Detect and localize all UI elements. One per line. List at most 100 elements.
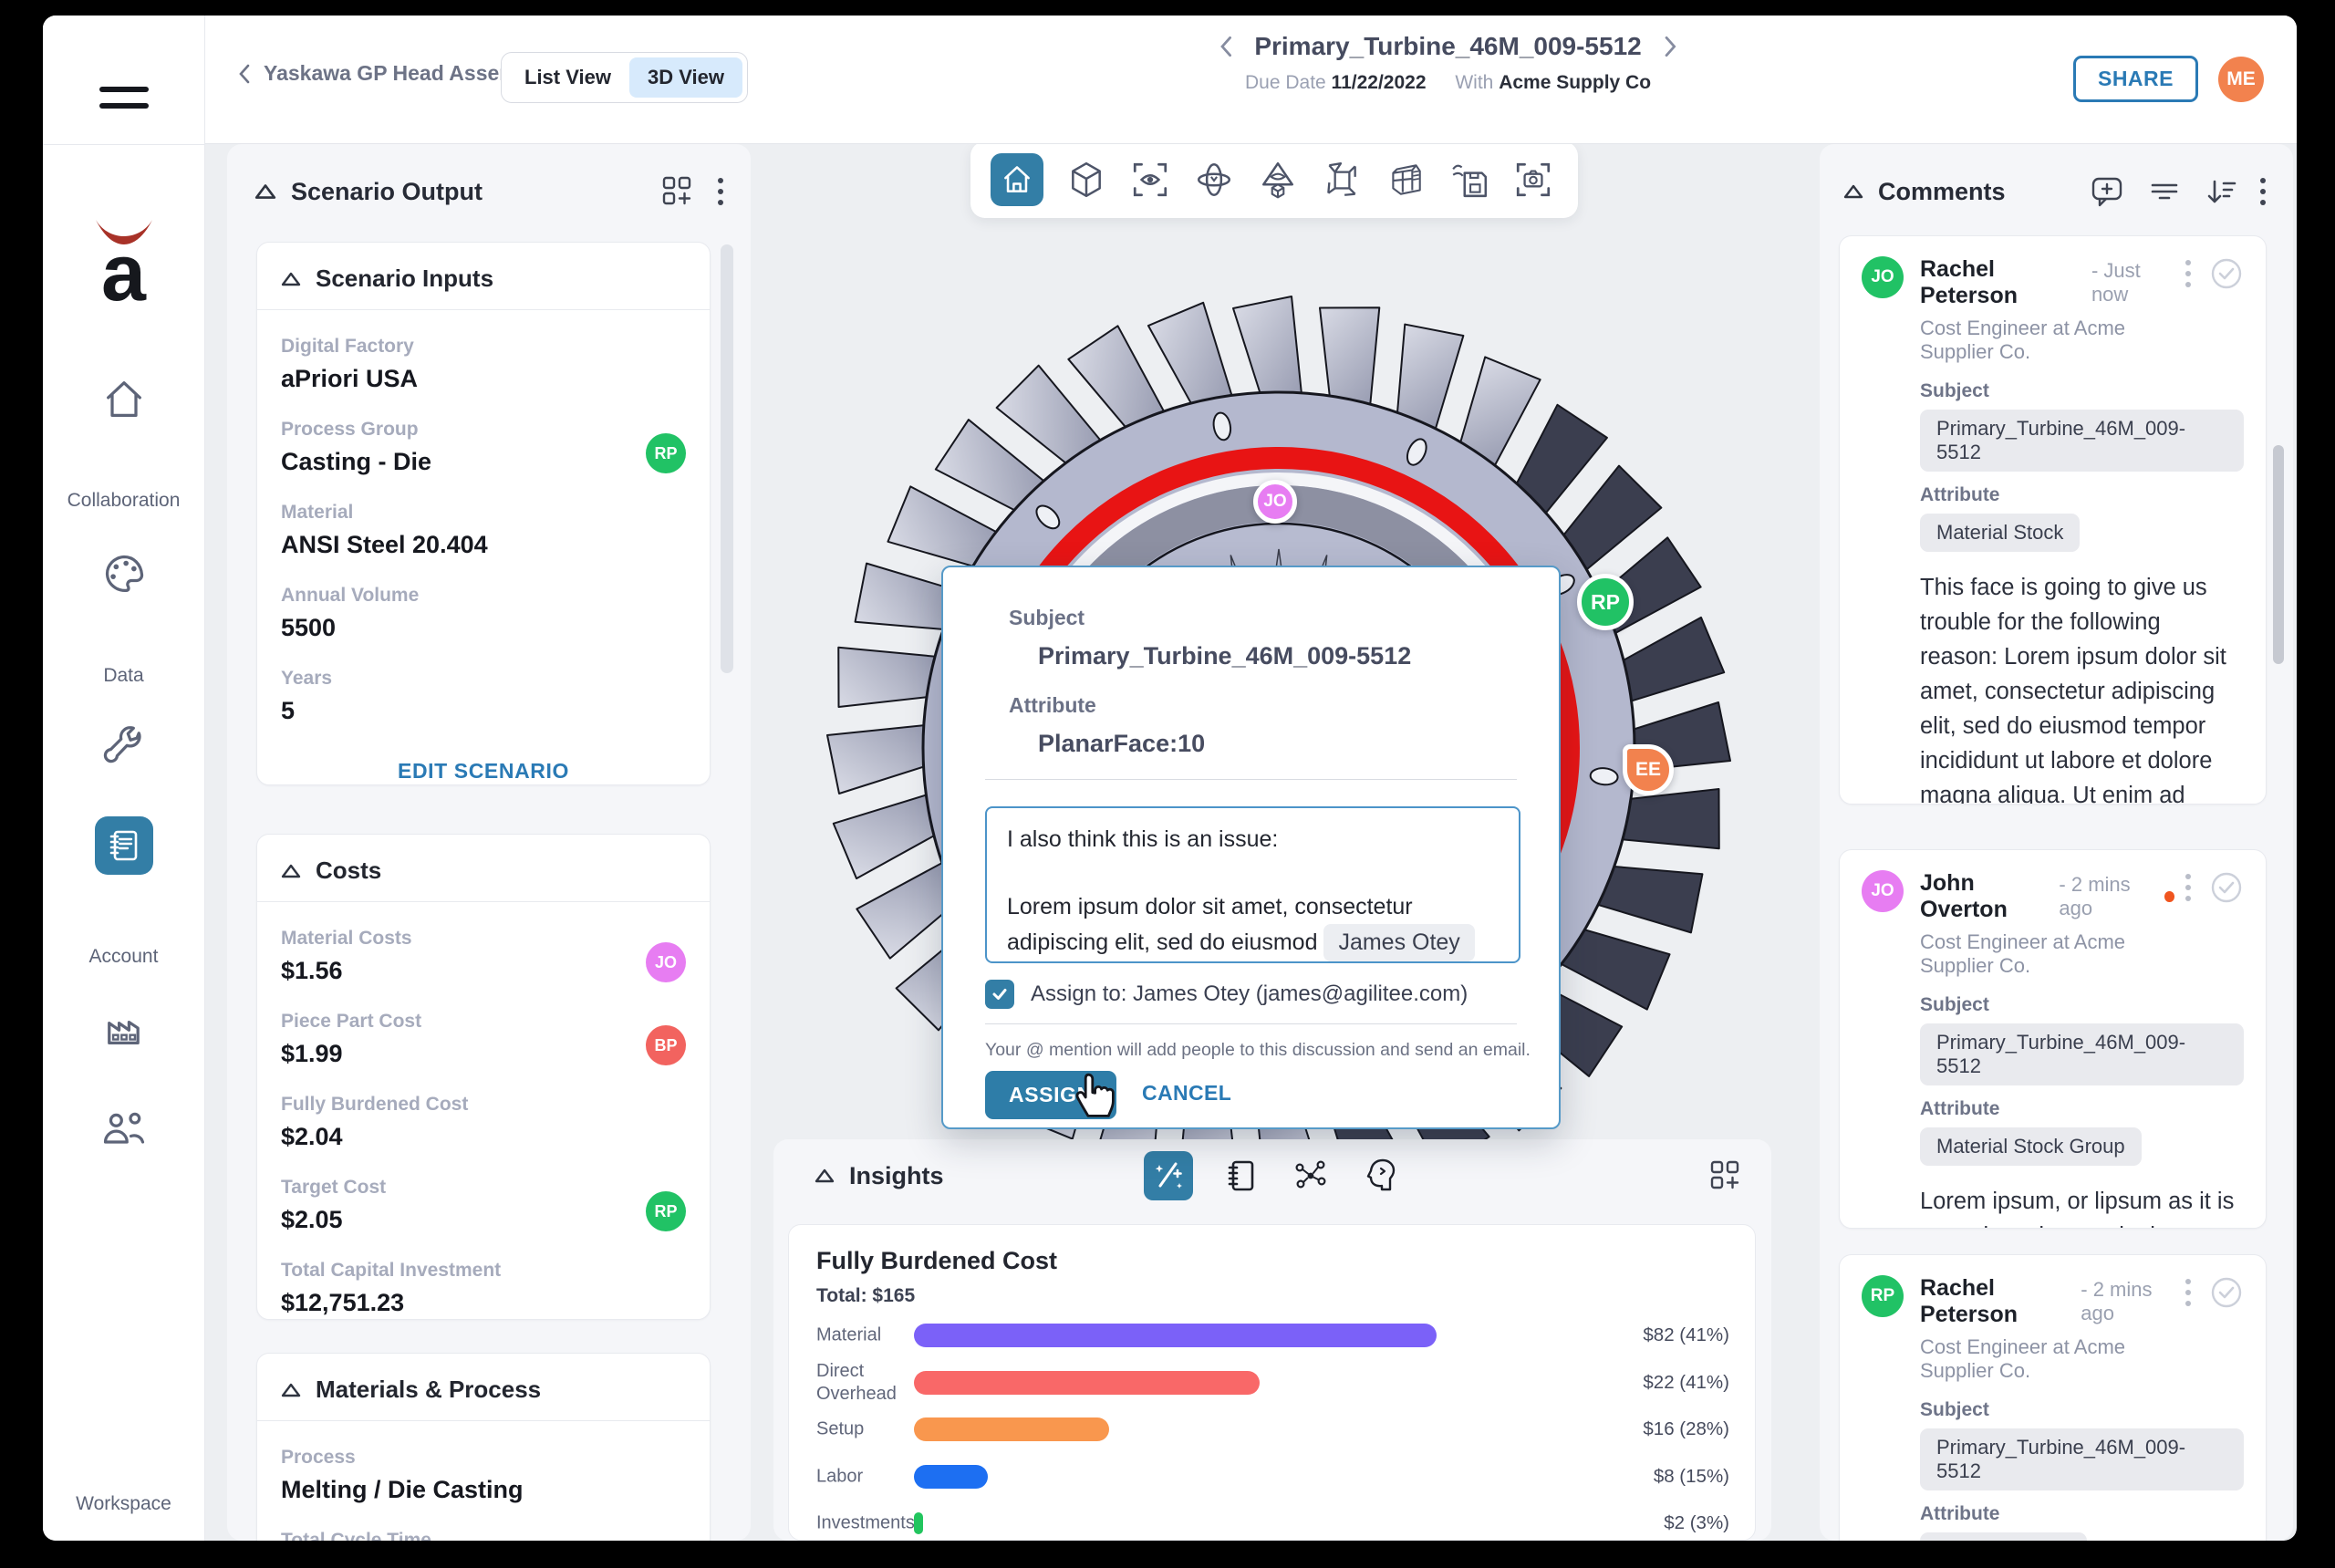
comment-subject-pill[interactable]: Primary_Turbine_46M_009-5512: [1920, 1023, 2244, 1085]
bar-label: Material: [816, 1324, 882, 1345]
materials-process-card: Materials & Process Process Melting / Di…: [256, 1353, 711, 1541]
comment-card: JO John Overton - 2 mins ago Cost Engine…: [1839, 849, 2267, 1229]
toolbar-isometric-button[interactable]: [1065, 159, 1107, 201]
bar-investments[interactable]: [914, 1512, 923, 1534]
add-comment-button[interactable]: [2085, 170, 2129, 213]
comment-avatar[interactable]: JO: [1862, 870, 1904, 912]
comment-avatar[interactable]: JO: [1862, 256, 1904, 298]
breadcrumb[interactable]: Yaskawa GP Head Assembly: [238, 61, 548, 86]
comment-attribute-pill[interactable]: Material Stock: [1920, 514, 2081, 552]
sort-comments-button[interactable]: [2200, 171, 2242, 213]
sidebar-item-factory[interactable]: [43, 1004, 204, 1050]
edit-scenario-button[interactable]: EDIT SCENARIO: [392, 758, 575, 784]
comment-input[interactable]: I also think this is an issue: Lorem ips…: [985, 806, 1520, 963]
users-icon: [103, 1112, 144, 1144]
hamburger-menu-icon[interactable]: [43, 87, 204, 109]
insights-ai-suggest-button[interactable]: [1144, 1151, 1193, 1200]
comment-menu-button[interactable]: [2182, 1275, 2195, 1310]
orbit-icon: [1197, 162, 1231, 197]
scenario-scrollbar[interactable]: [721, 244, 733, 673]
scenario-menu-button[interactable]: [714, 174, 727, 209]
field-avatar-jo[interactable]: JO: [646, 942, 686, 982]
comment-subject-pill[interactable]: Primary_Turbine_46M_009-5512: [1920, 410, 2244, 472]
comment-role: Cost Engineer at Acme Supplier Co.: [1920, 317, 2126, 363]
sidebar-item-collaboration[interactable]: [43, 552, 204, 597]
field-value: $12,751.23: [281, 1289, 405, 1316]
palette-icon: [105, 555, 143, 592]
bar-setup[interactable]: [914, 1417, 1109, 1441]
mention-chip[interactable]: James Otey: [1323, 924, 1475, 961]
assign-button[interactable]: ASSIGN: [985, 1071, 1116, 1119]
assign-checkbox-row[interactable]: Assign to: James Otey (james@agilitee.co…: [985, 980, 1468, 1009]
insights-report-button[interactable]: [1220, 1155, 1262, 1197]
sidebar-item-tools[interactable]: [43, 725, 204, 771]
field-avatar-rp[interactable]: RP: [646, 433, 686, 473]
filter-comments-button[interactable]: [2143, 171, 2185, 213]
field-label: Years: [281, 668, 333, 689]
bar-label: Labor: [816, 1466, 864, 1487]
field-avatar-bp[interactable]: BP: [646, 1025, 686, 1065]
comment-menu-button[interactable]: [2182, 256, 2195, 291]
toolbar-exploded-view-button[interactable]: [1321, 159, 1363, 201]
next-part-chevron-icon[interactable]: [1664, 35, 1677, 58]
head-brain-icon: [1366, 1158, 1396, 1191]
comment-avatar[interactable]: RP: [1862, 1275, 1904, 1317]
collapse-triangle-icon[interactable]: [281, 1382, 301, 1398]
insights-add-widget-button[interactable]: [1704, 1154, 1748, 1198]
collapse-triangle-icon[interactable]: [815, 1168, 835, 1184]
share-button[interactable]: SHARE: [2072, 56, 2198, 102]
resolve-check-icon[interactable]: [2209, 256, 2244, 291]
add-widget-button[interactable]: [656, 170, 700, 213]
toolbar-section-view-button[interactable]: [1385, 159, 1427, 201]
dialog-subject-label: Subject: [1009, 606, 1085, 629]
due-date-value: 11/22/2022: [1331, 72, 1427, 93]
toolbar-save-view-button[interactable]: [1448, 159, 1490, 201]
scenario-output-panel: Scenario Output Scenario Inputs Digital …: [227, 144, 751, 1541]
assign-checkbox-label: Assign to: James Otey (james@agilitee.co…: [1031, 981, 1468, 1006]
field-label: Process: [281, 1447, 356, 1468]
comment-attribute-pill[interactable]: Material Stock Group: [1920, 1127, 2142, 1166]
comment-menu-button[interactable]: [2182, 870, 2195, 905]
toggle-3d-view[interactable]: 3D View: [628, 57, 742, 98]
resolve-check-icon[interactable]: [2209, 1275, 2244, 1310]
toggle-list-view[interactable]: List View: [524, 66, 611, 88]
toolbar-orbit-button[interactable]: [1193, 159, 1235, 201]
collapse-triangle-icon[interactable]: [281, 271, 301, 287]
model-pin-jo[interactable]: JO: [1253, 480, 1297, 524]
collapse-triangle-icon[interactable]: [1843, 183, 1863, 200]
bar-direct-overhead[interactable]: [914, 1371, 1260, 1395]
model-pin-ee[interactable]: EE: [1623, 744, 1674, 795]
comments-scrollbar[interactable]: [2273, 445, 2284, 664]
bar-row-direct-overhead: Direct Overhead $22 (41%): [789, 1361, 1755, 1404]
cancel-button[interactable]: CANCEL: [1136, 1080, 1237, 1106]
insights-network-button[interactable]: [1290, 1155, 1332, 1197]
comment-attribute-pill[interactable]: Process Group: [1920, 1532, 2087, 1541]
exploded-cube-icon: [1327, 162, 1356, 196]
user-avatar[interactable]: ME: [2218, 56, 2264, 102]
field-fully-burdened-cost: Fully Burdened Cost $2.04: [257, 1094, 710, 1151]
bar-material[interactable]: [914, 1324, 1437, 1347]
sidebar-item-scenarios-active[interactable]: [95, 816, 153, 875]
page-title: Primary_Turbine_46M_009-5512: [1254, 32, 1642, 60]
resolve-check-icon[interactable]: [2209, 870, 2244, 905]
bar-labor[interactable]: [914, 1465, 988, 1489]
collapse-triangle-icon[interactable]: [281, 863, 301, 879]
comment-attribute-label: Attribute: [1920, 484, 2000, 505]
comments-menu-button[interactable]: [2257, 174, 2269, 209]
toolbar-view-cone-button[interactable]: [1257, 159, 1299, 201]
field-avatar-rp[interactable]: RP: [646, 1191, 686, 1231]
toolbar-focus-view-button[interactable]: [1129, 159, 1171, 201]
sidebar-item-home[interactable]: [43, 377, 204, 421]
collapse-triangle-icon[interactable]: [254, 182, 276, 201]
sidebar-item-users[interactable]: [43, 1106, 204, 1152]
comment-role: Cost Engineer at Acme Supplier Co.: [1920, 930, 2126, 977]
toolbar-snapshot-button[interactable]: [1512, 159, 1554, 201]
field-process-group: Process Group Casting - Die RP: [257, 419, 710, 476]
insights-ai-head-button[interactable]: [1359, 1155, 1401, 1197]
checkbox-checked-icon[interactable]: [985, 980, 1014, 1009]
toolbar-home-view-button[interactable]: [991, 153, 1043, 206]
comment-line-2: Lorem ipsum dolor sit amet, consectetur …: [1007, 890, 1499, 961]
model-pin-rp[interactable]: RP: [1577, 574, 1634, 630]
comment-subject-pill[interactable]: Primary_Turbine_46M_009-5512: [1920, 1428, 2244, 1490]
prev-part-chevron-icon[interactable]: [1219, 35, 1232, 58]
